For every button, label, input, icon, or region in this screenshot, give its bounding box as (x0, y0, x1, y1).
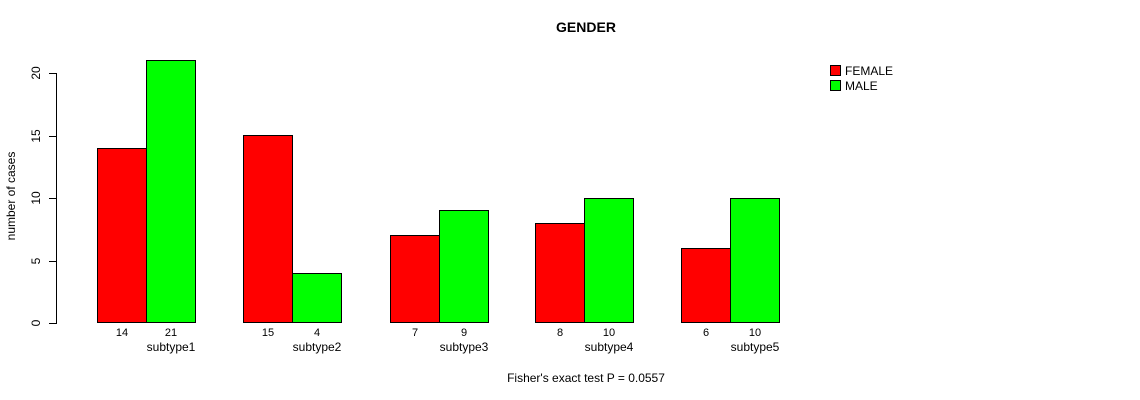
bar-value-label: 8 (556, 327, 564, 339)
x-category-label: subtype1 (146, 340, 196, 354)
legend-item-female: FEMALE (830, 63, 893, 78)
bar-value-label: 4 (313, 327, 321, 339)
bar-female-subtype3 (390, 235, 440, 323)
bar-value-label: 21 (164, 327, 178, 339)
x-category-label: subtype5 (730, 340, 780, 354)
bar-male-subtype5 (730, 198, 780, 323)
y-axis-tick (49, 323, 56, 324)
y-axis-tick (49, 73, 56, 74)
y-axis-tick (49, 135, 56, 137)
bar-male-subtype3 (439, 210, 489, 323)
bar-value-label: 9 (460, 327, 468, 339)
y-tick-label: 0 (29, 319, 43, 327)
y-tick-label: 15 (29, 128, 43, 143)
bar-female-subtype4 (535, 223, 585, 323)
legend-label-male: MALE (845, 78, 878, 93)
bar-female-subtype2 (243, 135, 293, 323)
y-axis-label: number of cases (4, 151, 18, 241)
y-tick-label: 5 (29, 257, 43, 264)
y-axis-line (56, 73, 57, 324)
legend: FEMALE MALE (830, 63, 893, 93)
legend-item-male: MALE (830, 78, 893, 93)
bar-value-label: 15 (261, 327, 275, 339)
y-tick-label: 20 (29, 66, 43, 80)
bar-value-label: 7 (411, 327, 419, 339)
y-axis-tick (49, 198, 56, 199)
bar-male-subtype2 (292, 273, 342, 323)
annotation-text: Fisher's exact test P = 0.0557 (507, 371, 665, 385)
bar-value-label: 10 (748, 327, 762, 339)
y-tick-label: 10 (29, 191, 43, 205)
x-category-label: subtype4 (584, 340, 634, 354)
bar-female-subtype1 (97, 148, 147, 323)
chart-title: GENDER (556, 19, 616, 35)
bar-value-label: 14 (115, 327, 129, 339)
bar-female-subtype5 (681, 248, 731, 323)
x-category-label: subtype2 (292, 340, 342, 354)
bar-value-label: 6 (702, 327, 710, 339)
bar-male-subtype1 (146, 60, 196, 323)
bar-value-label: 10 (602, 327, 616, 339)
legend-label-female: FEMALE (845, 63, 894, 78)
y-axis-tick (49, 260, 56, 262)
female-color-swatch (830, 65, 841, 76)
bar-male-subtype4 (584, 198, 634, 323)
x-category-label: subtype3 (439, 340, 489, 354)
male-color-swatch (830, 80, 841, 91)
